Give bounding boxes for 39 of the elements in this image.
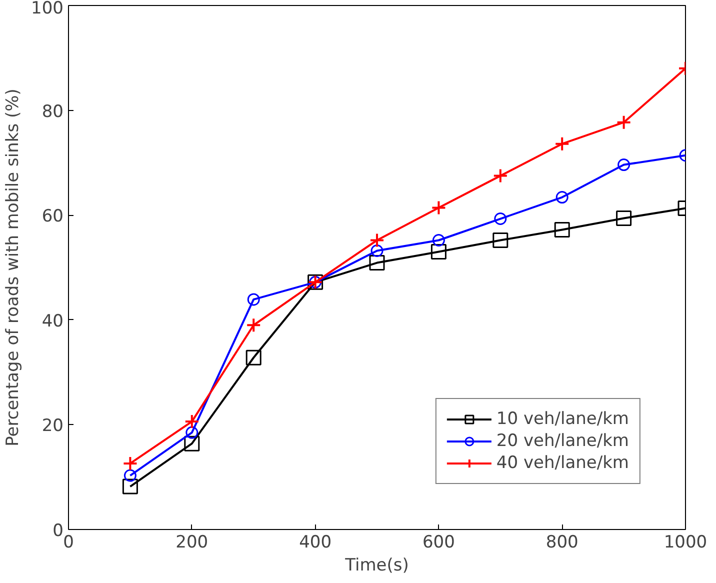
x-tick-label: 400 (299, 532, 332, 552)
point (122, 456, 138, 471)
legend-label: 20 veh/lane/km (496, 431, 629, 451)
point (246, 350, 262, 366)
point (430, 244, 446, 260)
point (494, 212, 507, 226)
x-axis-title: Time(s) (344, 556, 409, 576)
point (124, 469, 136, 482)
point (432, 234, 445, 246)
point (556, 191, 568, 204)
x-tick-label: 1000 (664, 532, 708, 552)
point (369, 255, 385, 271)
point (616, 114, 632, 130)
point (554, 222, 570, 238)
point (370, 232, 384, 248)
x-tick-label: 600 (422, 532, 455, 552)
y-tick-label: 60 (42, 206, 64, 227)
legend-label: 40 veh/lane/km (496, 453, 629, 473)
y-tick-label: 100 (31, 0, 64, 18)
x-tick-label: 800 (546, 532, 578, 552)
point (184, 414, 200, 430)
point (247, 293, 260, 306)
y-tick-label: 80 (42, 102, 64, 122)
point (492, 168, 508, 184)
legend-label: 10 veh/lane/km (496, 409, 629, 429)
point (122, 478, 138, 494)
point (492, 232, 508, 248)
y-tick-label: 20 (42, 416, 64, 436)
point (184, 436, 200, 452)
point (618, 158, 630, 172)
point (554, 136, 570, 152)
point (431, 200, 446, 216)
x-tick-label: 200 (176, 532, 208, 552)
y-axis-title: Percentage of roads with mobile sinks (%) (3, 88, 24, 446)
point (370, 244, 384, 257)
point (616, 210, 632, 226)
point (246, 318, 262, 333)
point (186, 426, 198, 439)
y-tick-label: 40 (42, 311, 64, 332)
